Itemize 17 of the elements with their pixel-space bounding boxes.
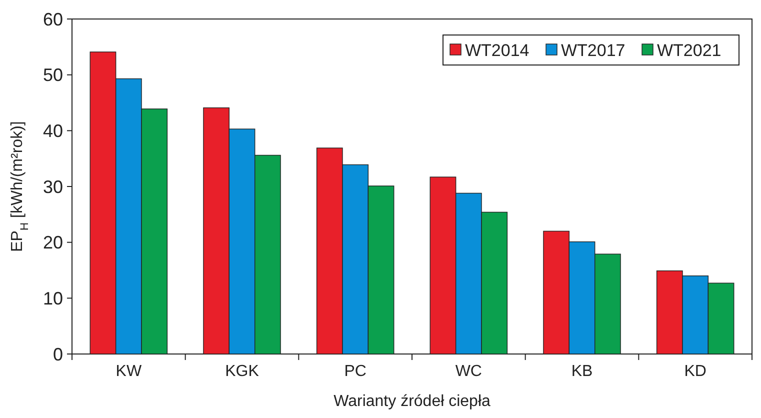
legend-label: WT2017 bbox=[561, 40, 626, 60]
x-tick-label: WC bbox=[455, 363, 482, 380]
y-tick-label: 20 bbox=[42, 232, 63, 253]
x-tick-label: KW bbox=[116, 363, 142, 380]
y-tick-label: 30 bbox=[42, 176, 63, 197]
x-tick-label: KD bbox=[684, 363, 706, 380]
y-tick-label: 0 bbox=[52, 344, 63, 364]
legend-label: WT2021 bbox=[657, 40, 722, 60]
y-tick-label: 50 bbox=[42, 65, 63, 86]
y-tick-label: 60 bbox=[42, 9, 63, 30]
legend-label: WT2014 bbox=[465, 40, 530, 60]
y-tick-label: 10 bbox=[42, 288, 63, 308]
x-tick-label: KGK bbox=[225, 363, 260, 380]
x-tick-label: PC bbox=[344, 363, 366, 380]
y-tick-label: 40 bbox=[42, 120, 63, 141]
x-tick-label: KB bbox=[571, 363, 593, 380]
x-axis-title: Warianty źródeł ciepła bbox=[334, 393, 490, 410]
